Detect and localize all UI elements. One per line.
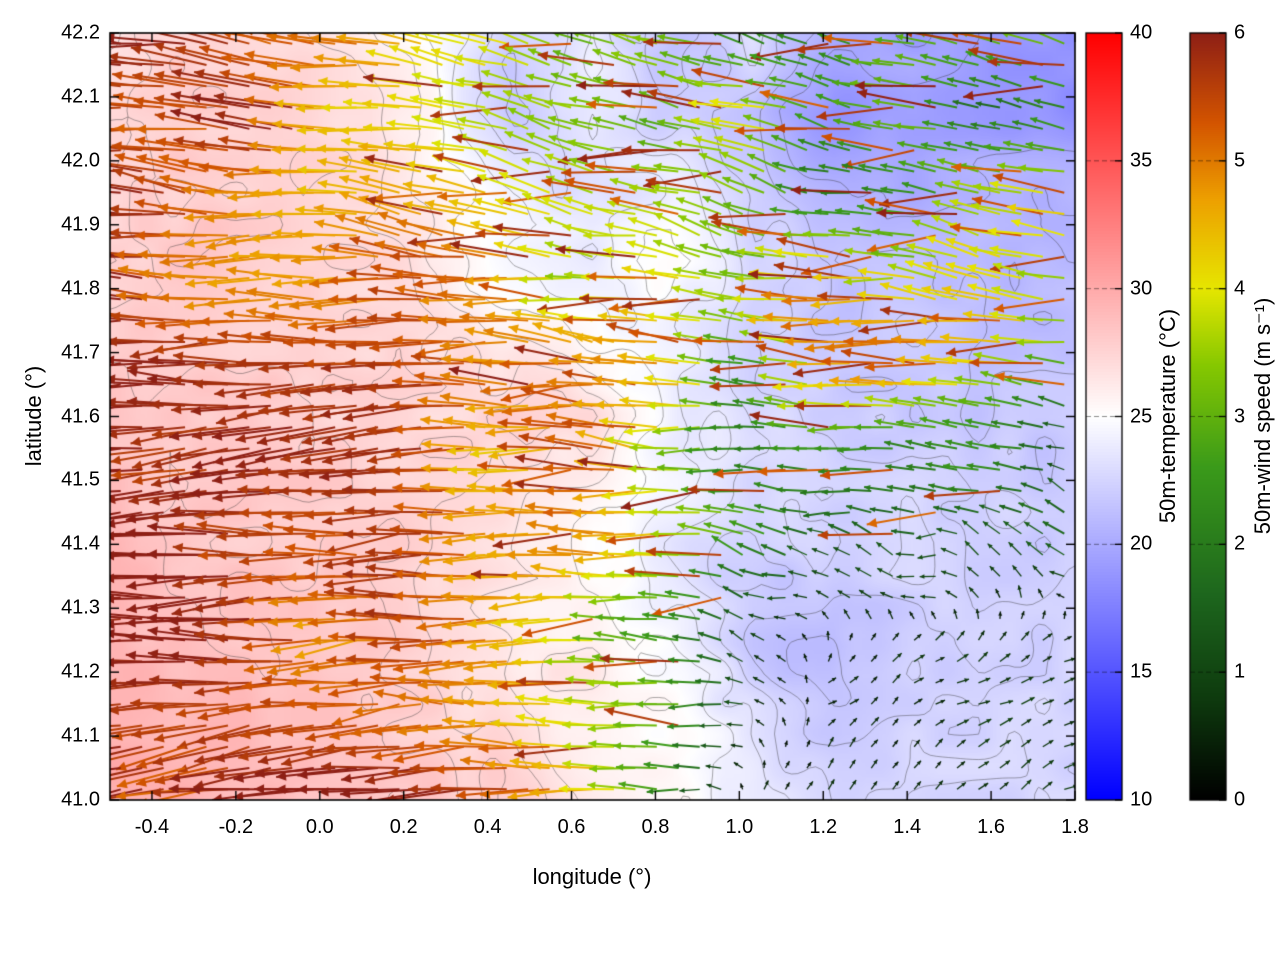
y-tick-label: 41.0 [61,788,100,811]
wind-speed-tick-label: 0 [1234,788,1246,811]
x-tick-label: 1.0 [725,816,754,838]
wind-speed-tick-label: 5 [1234,149,1246,172]
y-axis-label: latitude (°) [21,365,46,467]
x-axis-label: longitude (°) [532,864,652,889]
x-tick-label: -0.4 [134,816,170,838]
y-tick-label: 41.2 [61,660,100,683]
y-tick-label: 42.2 [61,21,100,44]
x-tick-label: 0.2 [389,816,418,838]
wind-speed-tick-label: 2 [1234,532,1246,555]
temperature-tick-label: 15 [1130,660,1153,683]
y-tick-label: 41.3 [61,596,100,619]
x-tick-label: 1.2 [809,816,838,838]
temperature-tick-label: 10 [1130,788,1153,811]
y-tick-label: 41.6 [61,405,100,427]
temperature-tick-label: 30 [1130,277,1153,300]
y-tick-label: 41.1 [61,724,100,747]
y-tick-label: 41.9 [61,213,100,236]
y-tick-label: 41.8 [61,277,100,300]
wind-speed-tick-label: 1 [1234,660,1246,683]
x-tick-label: 0.4 [473,816,502,838]
temperature-tick-label: 20 [1130,532,1153,555]
y-tick-label: 41.5 [61,468,100,491]
temperature-tick-label: 40 [1130,21,1153,44]
x-tick-label: -0.2 [218,816,254,838]
temperature-tick-label: 25 [1130,405,1153,427]
wind-speed-tick-label: 6 [1234,21,1246,44]
x-tick-label: 0.0 [305,816,334,838]
x-tick-label: 1.8 [1061,816,1089,838]
y-tick-label: 41.7 [61,341,100,364]
x-tick-label: 0.8 [641,816,670,838]
y-tick-label: 41.4 [61,532,100,555]
y-tick-label: 42.1 [61,85,100,108]
x-tick-label: 1.6 [977,816,1005,838]
wind-speed-tick-label: 3 [1234,405,1246,427]
x-tick-label: 0.6 [557,816,586,838]
x-tick-label: 1.4 [893,816,922,838]
y-tick-label: 42.0 [61,149,100,172]
temperature-tick-label: 35 [1130,149,1153,172]
wind-speed-tick-label: 4 [1234,277,1246,300]
temperature-colorbar-label: 50m-temperature (°C) [1155,308,1180,524]
wind-colorbar-label: 50m-wind speed (m s⁻¹) [1250,297,1275,535]
